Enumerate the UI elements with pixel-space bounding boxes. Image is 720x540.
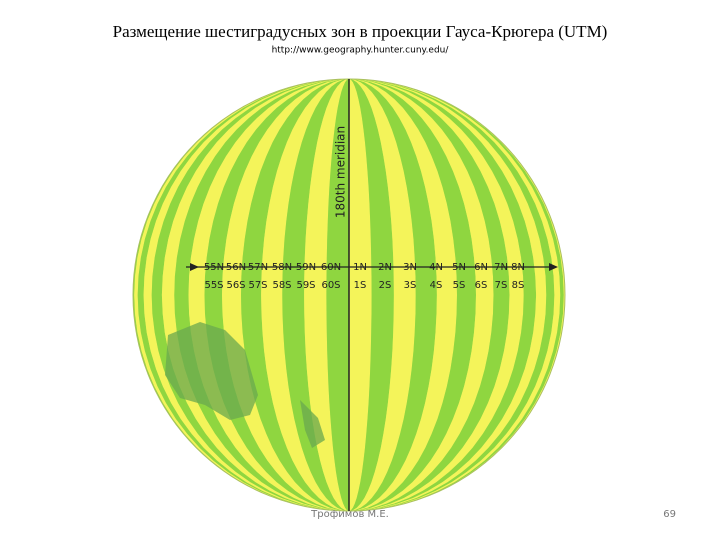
zone-label-north: 5N xyxy=(452,262,466,273)
zone-label-north: 55N xyxy=(204,262,224,273)
zone-label-south: 4S xyxy=(430,280,443,291)
australia xyxy=(165,322,258,420)
zone-label-north: 6N xyxy=(474,262,488,273)
zone-label-south: 7S xyxy=(495,280,508,291)
zone-label-north: 2N xyxy=(378,262,392,273)
arrow-head-right xyxy=(549,263,558,271)
zone-stripe xyxy=(304,79,349,511)
zone-label-north: 58N xyxy=(272,262,292,273)
zone-label-north: 4N xyxy=(429,262,443,273)
page-number: 69 xyxy=(663,509,676,520)
zone-stripe xyxy=(349,79,394,511)
arrow-head-left xyxy=(190,263,199,271)
zone-label-south: 55S xyxy=(204,280,223,291)
zone-label-south: 8S xyxy=(512,280,525,291)
zone-label-south: 3S xyxy=(404,280,417,291)
zone-label-south: 58S xyxy=(272,280,291,291)
zone-label-north: 8N xyxy=(511,262,525,273)
zone-stripe xyxy=(261,79,349,511)
zone-label-south: 56S xyxy=(226,280,245,291)
zone-label-north: 60N xyxy=(321,262,341,273)
zone-label-south: 1S xyxy=(354,280,367,291)
zone-stripe xyxy=(349,79,372,511)
zone-stripe xyxy=(326,79,349,511)
zone-label-north: 56N xyxy=(226,262,246,273)
zone-label-north: 59N xyxy=(296,262,316,273)
zone-label-south: 6S xyxy=(475,280,488,291)
title: Размещение шестиградусных зон в проекции… xyxy=(113,22,608,41)
zone-label-north: 7N xyxy=(494,262,508,273)
zone-stripe xyxy=(349,79,476,511)
new-zealand xyxy=(300,400,325,448)
meridian-label: 180th meridian xyxy=(334,126,348,218)
zone-label-north: 57N xyxy=(248,262,268,273)
source-url: http://www.geography.hunter.cuny.edu/ xyxy=(272,46,450,56)
zone-stripe xyxy=(349,79,457,511)
globe: 180th meridian 55N 56N 57N 58N 59N 60N 1N 2N 3N 4N… xyxy=(132,78,566,512)
zone-stripe xyxy=(349,79,437,511)
zone-label-south: 2S xyxy=(379,280,392,291)
zone-label-north: 3N xyxy=(403,262,417,273)
zone-stripe xyxy=(349,79,416,511)
author: Трофимов М.Е. xyxy=(310,509,389,520)
zone-label-north: 1N xyxy=(353,262,367,273)
zone-label-south: 60S xyxy=(321,280,340,291)
zone-label-south: 57S xyxy=(248,280,267,291)
zone-label-south: 5S xyxy=(453,280,466,291)
zone-stripe xyxy=(282,79,349,511)
zone-stripe xyxy=(241,79,349,511)
zone-label-south: 59S xyxy=(296,280,315,291)
